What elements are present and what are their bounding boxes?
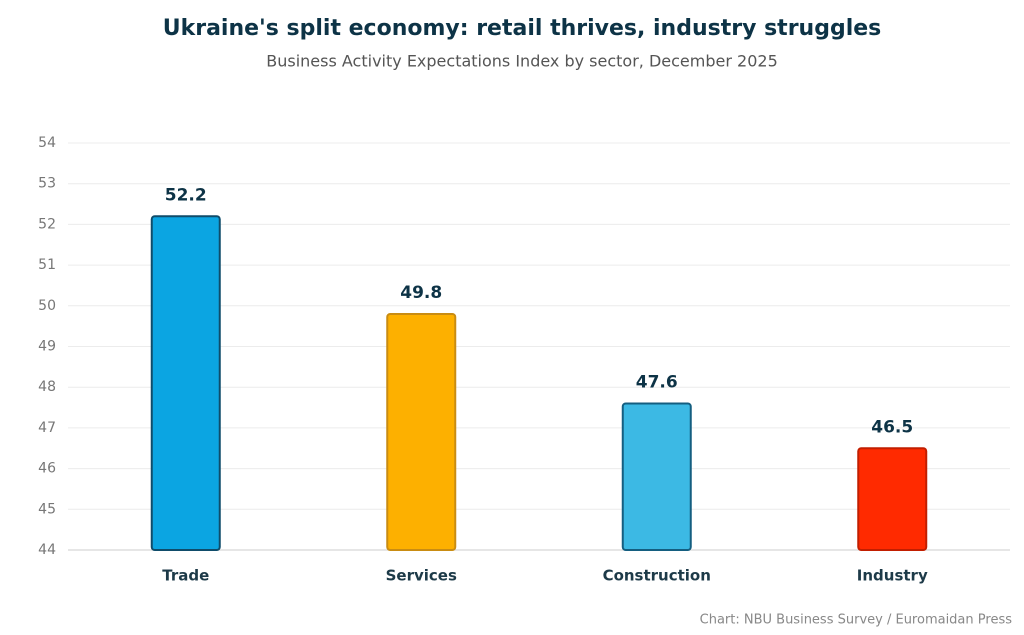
value-label: 52.2 — [165, 185, 207, 205]
y-tick-label: 52 — [38, 216, 56, 232]
bar — [150, 215, 221, 551]
y-tick-label: 54 — [38, 135, 56, 151]
y-tick-label: 46 — [38, 461, 56, 477]
y-tick-label: 48 — [38, 379, 56, 395]
x-tick-label: Services — [386, 567, 457, 585]
chart-subtitle: Business Activity Expectations Index by … — [266, 52, 778, 71]
y-tick-label: 49 — [38, 339, 56, 355]
x-tick-label: Trade — [162, 567, 209, 585]
y-tick-label: 50 — [38, 298, 56, 314]
bar — [621, 402, 692, 552]
chart-title: Ukraine's split economy: retail thrives,… — [163, 16, 882, 41]
y-tick-label: 51 — [38, 257, 56, 273]
value-label: 47.6 — [636, 372, 678, 392]
x-tick-label: Construction — [603, 567, 711, 585]
value-label: 49.8 — [400, 283, 442, 303]
y-tick-label: 45 — [38, 501, 56, 517]
y-tick-label: 53 — [38, 176, 56, 192]
y-tick-label: 44 — [38, 542, 56, 558]
value-label: 46.5 — [871, 417, 913, 437]
bar — [386, 312, 457, 551]
source-note: Chart: NBU Business Survey / Euromaidan … — [700, 613, 1013, 628]
y-tick-label: 47 — [38, 420, 56, 436]
bar — [857, 447, 928, 551]
x-tick-label: Industry — [857, 567, 928, 585]
